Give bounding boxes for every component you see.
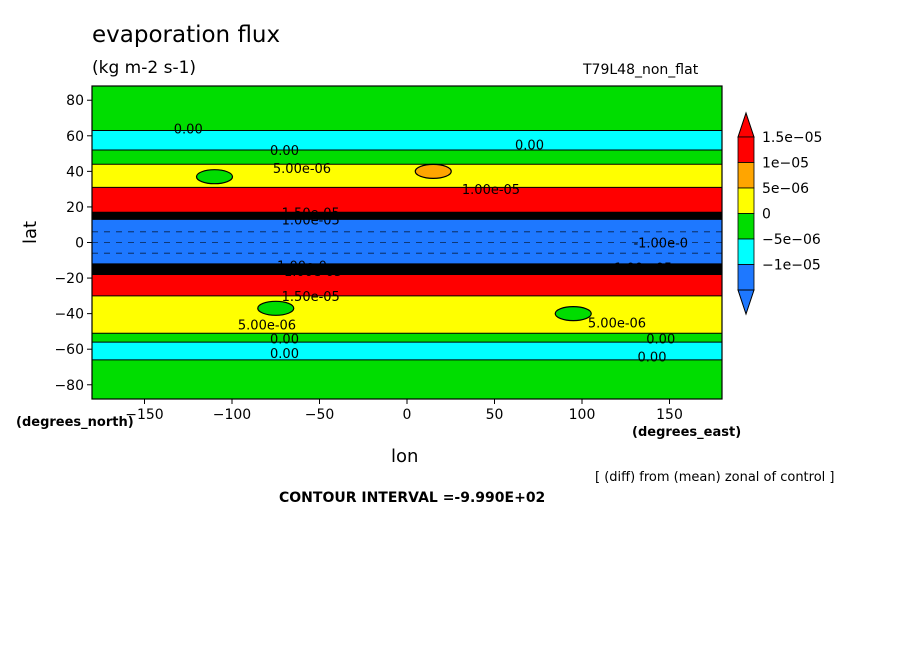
- band-1: [92, 130, 722, 151]
- contour-interval: CONTOUR INTERVAL =-9.990E+02: [279, 490, 546, 506]
- x-tick-label-1: −100: [213, 407, 251, 423]
- contour-label-17: 0.00: [638, 350, 667, 365]
- patch-0: [414, 163, 452, 179]
- axes: −150 −100 −50 0 50 100 150 80 60 40 20 0 −20 −40 −60 −8…: [54, 93, 682, 423]
- colorbar-level-5: −1e−05: [762, 258, 821, 274]
- band-5: [92, 212, 722, 220]
- y-tick-label-7: −60: [54, 342, 84, 358]
- x-axis-label: lon: [391, 446, 419, 467]
- colorbar-swatch-5: [737, 264, 755, 291]
- contour-label-14: 0.00: [270, 333, 299, 348]
- chart-units: (kg m-2 s-1): [92, 58, 197, 78]
- x-axis-unit: (degrees_east): [632, 425, 742, 440]
- contour-label-16: 0.00: [270, 347, 299, 362]
- colorbar-level-0: 1.5e−05: [762, 130, 822, 146]
- x-tick-label-0: −150: [125, 407, 163, 423]
- colorbar-level-4: −5e−06: [762, 232, 821, 248]
- colorbar-swatch-1: [737, 162, 755, 189]
- colorbar-level-3: 0: [762, 207, 771, 223]
- y-tick-label-0: 80: [66, 93, 84, 109]
- contour-label-5: 1.50e-05: [282, 206, 340, 221]
- contour-label-0: 0.00: [174, 123, 203, 138]
- contour-label-4: 1.00e-05: [462, 183, 520, 198]
- colorbar-swatch-3: [737, 213, 755, 240]
- contour-label-6: 1.00e-05: [282, 213, 340, 228]
- x-tick-label-5: 100: [569, 407, 596, 423]
- band-0: [92, 86, 722, 131]
- colorbar-swatch-0: [737, 136, 755, 163]
- contour-label-13: 5.00e-06: [588, 317, 646, 332]
- x-tick-label-6: 150: [656, 407, 683, 423]
- diff-note: [ (diff) from (mean) zonal of control ]: [595, 470, 835, 485]
- y-tick-label-6: −40: [54, 307, 84, 323]
- contour-label-1: 0.00: [515, 139, 544, 154]
- patch-1: [195, 169, 234, 185]
- band-12: [92, 359, 722, 399]
- chart-title: evaporation flux: [92, 22, 281, 48]
- contour-label-11: 1.50e-05: [282, 290, 340, 305]
- contour-label-10: 1.00e-05: [614, 261, 672, 276]
- contour-label-9: -1.00e-05: [279, 265, 342, 280]
- band-10: [92, 333, 722, 343]
- contour-label-8: 1.00e-0: [277, 260, 327, 275]
- y-tick-label-5: −20: [54, 271, 84, 287]
- contour-label-7: -1.00e-0: [633, 237, 688, 252]
- y-tick-label-8: −80: [54, 378, 84, 394]
- band-6: [92, 219, 722, 264]
- band-9: [92, 295, 722, 334]
- y-tick-label-2: 40: [66, 164, 84, 180]
- band-2: [92, 150, 722, 165]
- x-tick-label-3: 0: [403, 407, 412, 423]
- y-axis-unit: (degrees_north): [16, 415, 134, 430]
- x-tick-label-2: −50: [305, 407, 335, 423]
- contour-label-15: 0.00: [646, 333, 675, 348]
- colorbar-level-1: 1e−05: [762, 156, 809, 172]
- band-11: [92, 342, 722, 360]
- plot-area: 0.000.000.005.00e-061.00e-051.50e-051.00…: [92, 86, 722, 399]
- contour-label-12: 5.00e-06: [238, 318, 296, 333]
- band-7: [92, 263, 722, 275]
- run-label: T79L48_non_flat: [583, 62, 699, 78]
- colorbar: 1.5e−05 1e−05 5e−06 0 −5e−06 −1e−05: [737, 111, 822, 316]
- colorbar-top-arrow: [737, 111, 755, 138]
- y-tick-label-3: 20: [66, 200, 84, 216]
- band-3: [92, 164, 722, 188]
- contour-label-2: 0.00: [270, 144, 299, 159]
- colorbar-bottom-arrow: [737, 289, 755, 316]
- patch-3: [554, 306, 592, 322]
- colorbar-swatch-4: [737, 238, 755, 265]
- y-axis-label: lat: [20, 220, 41, 244]
- contour-label-3: 5.00e-06: [273, 162, 331, 177]
- colorbar-level-2: 5e−06: [762, 181, 809, 197]
- band-8: [92, 274, 722, 296]
- colorbar-swatch-2: [737, 187, 755, 214]
- patch-2: [257, 300, 295, 316]
- y-tick-label-1: 60: [66, 129, 84, 145]
- y-tick-label-4: 0: [75, 236, 84, 252]
- x-tick-label-4: 50: [486, 407, 504, 423]
- band-4: [92, 187, 722, 213]
